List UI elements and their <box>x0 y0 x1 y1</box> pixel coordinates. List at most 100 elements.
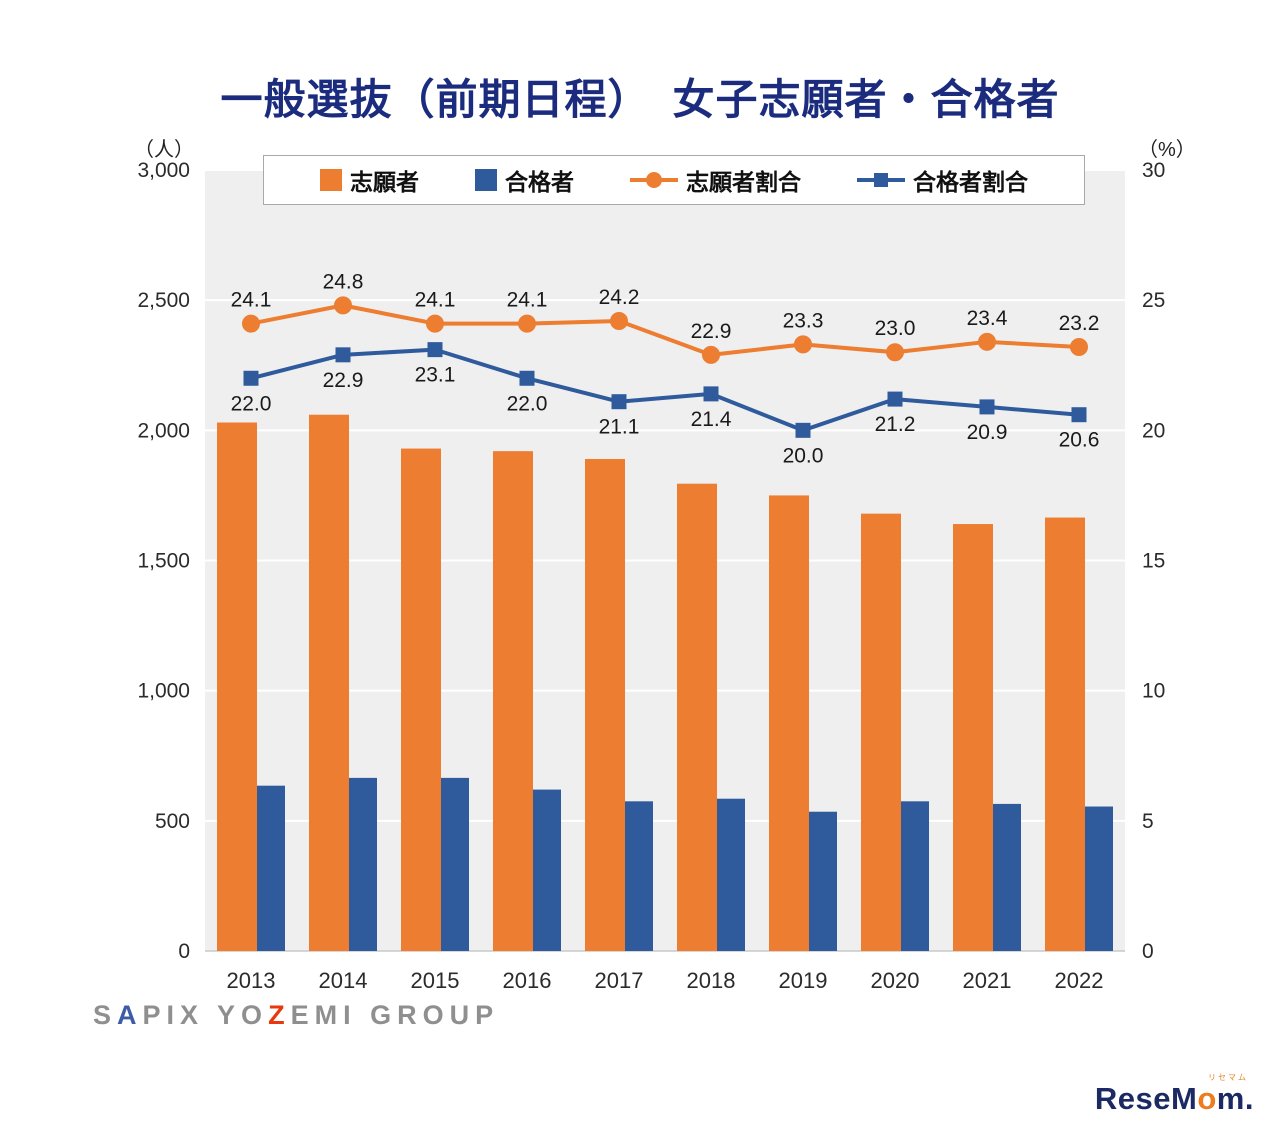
data-label-applicant-ratio: 24.1 <box>231 289 272 312</box>
marker-circle-applicant-ratio <box>794 335 812 354</box>
bar-admitted <box>809 811 837 951</box>
right-axis-tick: 0 <box>1142 940 1154 963</box>
bar-applicants <box>677 483 717 951</box>
x-axis-label: 2017 <box>595 968 644 993</box>
bar-applicants <box>769 495 809 951</box>
left-axis-tick: 0 <box>178 940 190 963</box>
resemom-logo-part: Rese <box>1094 1081 1172 1116</box>
data-label-admitted-ratio: 21.2 <box>875 413 916 436</box>
bar-admitted <box>625 801 653 951</box>
legend-item-applicant-ratio: 志願者割合 <box>630 163 801 197</box>
x-axis-label: 2014 <box>319 968 368 993</box>
bar-applicants <box>309 414 349 951</box>
data-label-admitted-ratio: 20.0 <box>783 444 824 467</box>
left-axis-tick: 2,500 <box>137 289 190 312</box>
resemom-logo-part: . <box>1244 1081 1254 1116</box>
x-axis-label: 2020 <box>871 968 920 993</box>
page-title: 一般選抜（前期日程） 女子志願者・合格者 <box>220 76 1060 123</box>
bar-applicants <box>401 448 441 951</box>
bar-admitted <box>441 777 469 951</box>
bar-admitted <box>349 777 377 951</box>
data-label-admitted-ratio: 22.0 <box>231 392 272 415</box>
bar-applicants <box>585 458 625 951</box>
bar-applicants <box>217 422 257 952</box>
data-label-applicant-ratio: 22.9 <box>691 320 732 343</box>
data-label-applicant-ratio: 23.2 <box>1059 312 1100 335</box>
sapix-logo-part: Z <box>268 1000 291 1030</box>
sapix-logo-part: A <box>117 1000 143 1030</box>
x-axis-label: 2019 <box>779 968 828 993</box>
legend-bar-swatch-icon <box>475 169 497 191</box>
resemom-ruby-text: リセマム <box>1208 1073 1248 1082</box>
legend-bar-swatch-icon <box>320 169 342 191</box>
data-label-admitted-ratio: 21.1 <box>599 416 640 439</box>
bar-applicants <box>1045 517 1085 951</box>
resemom-logo-part: M <box>1171 1081 1198 1116</box>
bar-admitted <box>901 801 929 951</box>
marker-square-admitted-ratio <box>427 342 443 358</box>
data-label-applicant-ratio: 24.8 <box>323 270 364 293</box>
sapix-yozemi-logo: SAPIX YOZEMI GROUP <box>93 1000 499 1031</box>
marker-circle-applicant-ratio <box>702 345 720 364</box>
bar-applicants <box>861 513 901 951</box>
marker-circle-applicant-ratio <box>1070 338 1088 357</box>
marker-square-admitted-ratio <box>611 394 627 410</box>
legend-label: 合格者 <box>505 169 574 195</box>
legend-label: 志願者 <box>350 169 419 195</box>
data-label-applicant-ratio: 23.0 <box>875 317 916 340</box>
bar-applicants <box>953 524 993 951</box>
bar-admitted <box>257 785 285 951</box>
marker-square-admitted-ratio <box>335 347 351 363</box>
x-axis-label: 2013 <box>227 968 276 993</box>
marker-square-admitted-ratio <box>243 370 259 386</box>
right-axis-tick: 10 <box>1142 680 1165 703</box>
legend-label: 志願者割合 <box>686 169 801 195</box>
legend-item-admitted: 合格者 <box>475 163 574 197</box>
marker-square-admitted-ratio <box>979 399 995 415</box>
right-axis-tick: 25 <box>1142 289 1165 312</box>
line-applicant-ratio <box>250 303 1080 357</box>
left-axis-tick: 2,000 <box>137 419 190 442</box>
right-axis-tick: 5 <box>1142 810 1154 833</box>
sapix-logo-part: EMI GROUP <box>290 1000 500 1030</box>
resemom-logo: リセマム ReseMom. <box>1095 1072 1254 1116</box>
legend-line-square-icon <box>857 173 905 187</box>
marker-circle-applicant-ratio <box>886 343 904 362</box>
right-axis-tick: 30 <box>1142 159 1165 182</box>
marker-square-admitted-ratio <box>887 391 903 407</box>
left-axis-tick: 500 <box>155 810 190 833</box>
right-axis-unit: （%） <box>1138 139 1196 161</box>
data-label-applicant-ratio: 24.1 <box>507 289 548 312</box>
x-axis-label: 2021 <box>963 968 1012 993</box>
legend-label: 合格者割合 <box>913 169 1028 195</box>
bar-applicants <box>493 451 533 951</box>
x-axis-label: 2015 <box>411 968 460 993</box>
marker-square-admitted-ratio <box>795 422 811 438</box>
line-admitted-ratio <box>250 347 1080 433</box>
left-axis-tick: 1,500 <box>137 550 190 573</box>
x-axis-label: 2018 <box>687 968 736 993</box>
data-label-admitted-ratio: 20.6 <box>1059 429 1100 452</box>
resemom-logo-part: m <box>1216 1081 1245 1116</box>
legend-line-circle-icon <box>630 172 678 188</box>
data-label-admitted-ratio: 22.0 <box>507 392 548 415</box>
left-axis-unit: （人） <box>134 139 194 161</box>
marker-circle-applicant-ratio <box>518 314 536 333</box>
bar-admitted <box>993 803 1021 951</box>
legend: 志願者 合格者 志願者割合 合格者割合 <box>263 155 1085 205</box>
data-label-applicant-ratio: 23.4 <box>967 307 1008 330</box>
resemom-logo-part: o <box>1197 1081 1217 1116</box>
right-axis-tick: 20 <box>1142 419 1165 442</box>
data-label-admitted-ratio: 22.9 <box>323 369 364 392</box>
left-axis-tick: 3,000 <box>137 159 190 182</box>
data-label-applicant-ratio: 24.2 <box>599 286 640 309</box>
marker-circle-applicant-ratio <box>978 332 996 351</box>
legend-item-admitted-ratio: 合格者割合 <box>857 163 1028 197</box>
x-axis-label: 2016 <box>503 968 552 993</box>
data-label-admitted-ratio: 21.4 <box>691 408 732 431</box>
marker-circle-applicant-ratio <box>334 296 352 315</box>
resemom-wordmark: ReseMom. <box>1094 1081 1254 1116</box>
bar-admitted <box>717 798 745 951</box>
bar-admitted <box>1085 806 1113 951</box>
